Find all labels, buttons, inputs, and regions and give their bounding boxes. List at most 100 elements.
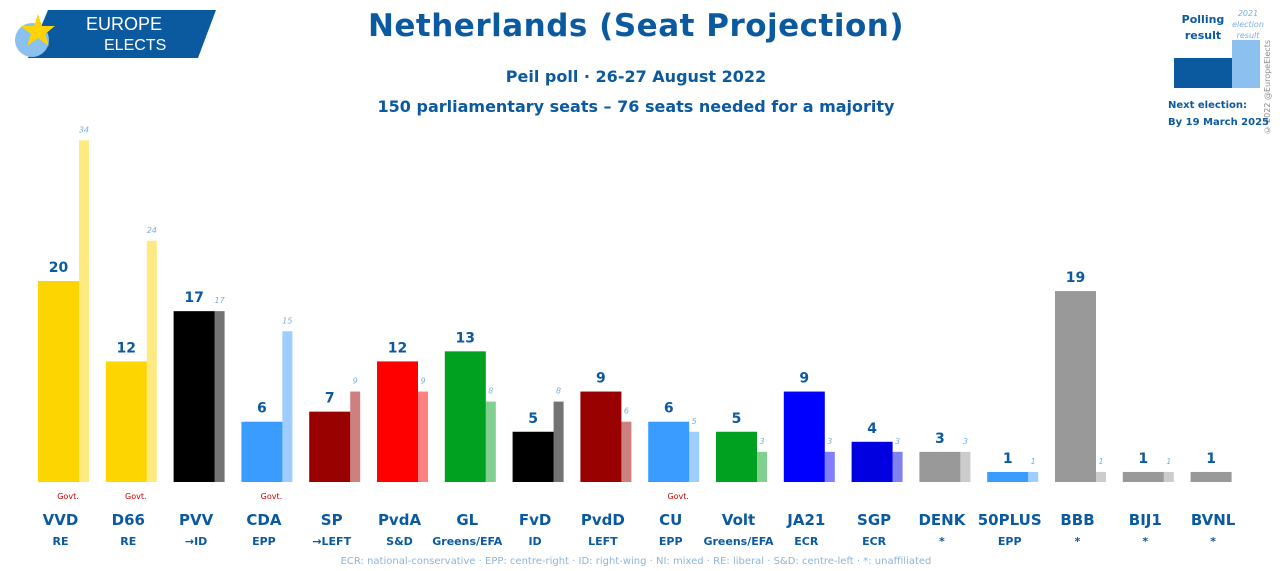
party-group-ja21: ECR — [794, 535, 819, 548]
govt-label-vvd: Govt. — [57, 492, 79, 501]
party-group-volt: Greens/EFA — [703, 535, 774, 548]
election-label-bij1: 1 — [1166, 457, 1171, 466]
party-group-cda: EPP — [252, 535, 276, 548]
party-name-cu: CU — [659, 511, 682, 529]
party-name-cda: CDA — [246, 511, 281, 529]
election-bar-pvda — [418, 391, 428, 482]
election-label-sp: 9 — [353, 377, 358, 386]
poll-label-gl: 13 — [456, 330, 475, 346]
party-group-pvda: S&D — [386, 535, 413, 548]
legend: Polling result 2021 election result Next… — [1160, 8, 1278, 138]
election-bar-fvd — [553, 401, 564, 482]
party-name-d66: D66 — [112, 511, 145, 529]
election-label-volt: 3 — [759, 437, 764, 446]
legend-polling-label: Polling result — [1181, 13, 1225, 42]
party-name-gl: GL — [456, 511, 478, 529]
election-bar-sgp — [892, 451, 903, 482]
election-label-pvv: 17 — [215, 296, 226, 305]
election-bar-vvd — [79, 140, 89, 483]
party-group-bvnl: * — [1210, 535, 1216, 548]
party-name-ja21: JA21 — [786, 511, 825, 529]
election-label-50plus: 1 — [1031, 457, 1036, 466]
poll-bar-sgp — [851, 441, 893, 482]
next-election-date: By 19 March 2025 — [1168, 117, 1270, 128]
election-bar-pvdd — [621, 421, 632, 482]
party-name-pvdd: PvdD — [581, 511, 625, 529]
poll-label-fvd: 5 — [528, 411, 538, 427]
poll-bar-gl — [444, 351, 486, 482]
election-label-bbb: 1 — [1098, 457, 1103, 466]
poll-bar-cu — [648, 421, 690, 482]
party-name-bvnl: BVNL — [1191, 511, 1236, 529]
poll-bar-bij1 — [1122, 471, 1164, 482]
election-label-d66: 24 — [147, 226, 157, 235]
poll-bar-d66 — [105, 361, 147, 482]
poll-label-vvd: 20 — [49, 260, 69, 276]
poll-label-pvv: 17 — [184, 290, 203, 306]
party-group-pvdd: LEFT — [588, 535, 618, 548]
election-bar-50plus — [1028, 471, 1039, 482]
election-bar-gl — [485, 401, 496, 482]
election-label-pvda: 9 — [420, 377, 425, 386]
party-group-gl: Greens/EFA — [432, 535, 503, 548]
party-name-bij1: BIJ1 — [1129, 511, 1162, 529]
party-name-pvv: PVV — [179, 511, 214, 529]
party-name-volt: Volt — [722, 511, 755, 529]
election-bar-volt — [757, 451, 767, 482]
election-label-cda: 15 — [282, 316, 292, 325]
election-bar-denk — [960, 451, 971, 482]
party-name-fvd: FvD — [519, 511, 551, 529]
legend-election-label: 2021 election result — [1232, 9, 1264, 40]
party-group-denk: * — [939, 535, 945, 548]
legend-polling-swatch — [1174, 58, 1232, 88]
party-group-pvv: →ID — [185, 535, 207, 548]
poll-label-pvda: 12 — [388, 340, 407, 356]
poll-label-bvnl: 1 — [1206, 451, 1216, 467]
election-label-fvd: 8 — [556, 387, 561, 396]
party-name-denk: DENK — [918, 511, 966, 529]
poll-label-sp: 7 — [325, 391, 335, 407]
party-group-sp: →LEFT — [312, 535, 351, 548]
election-bar-sp — [350, 391, 361, 482]
poll-label-pvdd: 9 — [596, 371, 606, 387]
poll-bar-ja21 — [783, 391, 825, 482]
election-label-sgp: 3 — [895, 437, 900, 446]
election-label-denk: 3 — [963, 437, 968, 446]
poll-bar-volt — [716, 431, 757, 482]
poll-label-bbb: 19 — [1066, 270, 1085, 286]
election-label-pvdd: 6 — [624, 407, 629, 416]
party-name-sgp: SGP — [857, 511, 891, 529]
poll-bar-vvd — [38, 281, 79, 482]
election-bar-bij1 — [1163, 471, 1174, 482]
poll-bar-pvv — [173, 311, 215, 482]
party-group-fvd: ID — [528, 535, 541, 548]
poll-label-ja21: 9 — [799, 371, 809, 387]
poll-bar-pvdd — [580, 391, 622, 482]
poll-bar-sp — [309, 411, 351, 482]
election-label-gl: 8 — [488, 387, 493, 396]
poll-bar-pvda — [377, 361, 418, 482]
election-bar-cu — [689, 431, 700, 482]
next-election-label: Next election: — [1168, 100, 1247, 111]
party-group-cu: EPP — [659, 535, 683, 548]
party-name-bbb: BBB — [1060, 511, 1094, 529]
election-bar-cda — [282, 331, 293, 482]
party-group-d66: RE — [120, 535, 136, 548]
chart-title: Netherlands (Seat Projection) — [367, 8, 905, 44]
govt-label-d66: Govt. — [125, 492, 147, 501]
poll-label-sgp: 4 — [867, 421, 877, 437]
poll-bar-cda — [241, 421, 283, 482]
next-election: Next election: By 19 March 2025 — [1168, 97, 1269, 131]
footnote: ECR: national-conservative · EPP: centre… — [340, 556, 932, 567]
party-name-sp: SP — [321, 511, 343, 529]
govt-label-cda: Govt. — [261, 492, 283, 501]
election-bar-d66 — [146, 240, 157, 482]
logo-text-europe: EUROPE — [86, 14, 162, 34]
election-label-vvd: 34 — [79, 125, 89, 134]
poll-label-denk: 3 — [935, 431, 945, 447]
logo-text-elects: ELECTS — [104, 37, 166, 54]
poll-bar-fvd — [512, 431, 554, 482]
poll-label-cda: 6 — [257, 401, 267, 417]
poll-label-bij1: 1 — [1138, 451, 1148, 467]
